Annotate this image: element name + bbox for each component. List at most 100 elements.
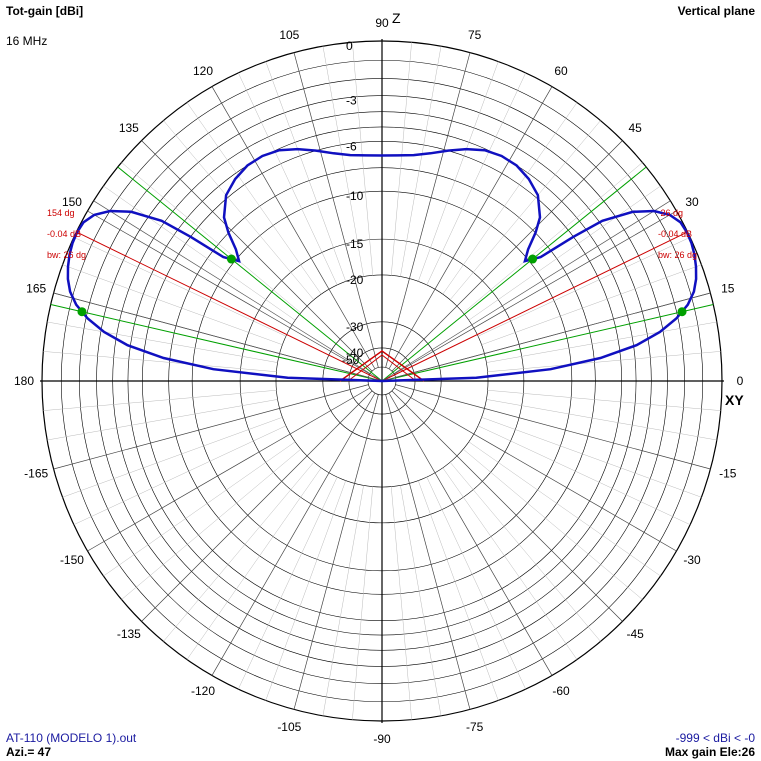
angle-tick-label: -165: [24, 467, 48, 481]
radial-line: [463, 162, 643, 314]
angle-tick-label: -30: [683, 553, 701, 567]
beamwidth-line: [117, 166, 383, 382]
max-gain-label: -0.04 dB: [658, 229, 692, 239]
gain-ring-label: -15: [346, 237, 364, 251]
angle-tick-label: -90: [373, 732, 391, 746]
radial-line: [468, 185, 661, 321]
radial-line: [352, 42, 374, 276]
radial-line: [426, 476, 526, 690]
radial-line: [121, 162, 301, 314]
radial-line: [442, 467, 578, 660]
radial-line: [385, 394, 471, 710]
angle-tick-label: -15: [719, 467, 737, 481]
max-gain-line: [76, 231, 383, 382]
frequency-label: 16 MHz: [6, 34, 48, 48]
azimuth-label: Azi.= 47: [6, 745, 52, 759]
angle-tick-label: 45: [628, 121, 642, 135]
radial-line: [265, 61, 346, 282]
gain-ring-label: -10: [346, 189, 364, 203]
radial-line: [463, 448, 643, 600]
radial-line: [400, 485, 442, 716]
angle-tick-label: -135: [117, 627, 141, 641]
z-axis-label: Z: [392, 10, 401, 26]
auxiliary-line: [381, 200, 671, 382]
radial-line: [293, 394, 379, 710]
max-gain-label: 26 dg: [660, 208, 683, 218]
radial-line: [487, 389, 721, 411]
beamwidth-point: [226, 254, 236, 264]
polar-grid: [40, 39, 724, 723]
radial-line: [388, 392, 553, 676]
radial-line: [481, 417, 702, 498]
radial-line: [477, 237, 691, 337]
angle-tick-label: -105: [277, 720, 301, 734]
angle-tick-label: 0: [737, 374, 744, 388]
file-name-label: AT-110 (MODELO 1).out: [6, 731, 137, 745]
angle-tick-label: -150: [60, 553, 84, 567]
radial-line: [141, 140, 373, 372]
beamwidth-line: [50, 304, 383, 382]
radial-line: [238, 72, 338, 286]
max-gain-label: bw: 26 dg: [47, 250, 86, 260]
radial-line: [87, 387, 371, 552]
angle-tick-label: 30: [685, 195, 699, 209]
radial-line: [449, 462, 601, 642]
radial-line: [486, 399, 717, 441]
gain-ring-label: 0: [346, 39, 353, 53]
angle-tick-label: 165: [26, 281, 46, 295]
radial-line: [395, 384, 711, 470]
max-gain-label: -0.04 dB: [47, 229, 81, 239]
radial-line: [43, 351, 277, 373]
xy-axis-label: XY: [725, 392, 744, 408]
radial-line: [163, 462, 315, 642]
radial-line: [238, 476, 338, 690]
beamwidth-line: [381, 166, 647, 382]
radial-line: [53, 384, 369, 470]
gain-range-label: -999 < dBi < -0: [675, 731, 755, 745]
reflection-marker: [347, 354, 417, 382]
auxiliary-lines: [50, 166, 714, 382]
auxiliary-line: [53, 292, 383, 382]
gain-ring-label: -20: [346, 273, 364, 287]
gain-ring-label: -6: [346, 139, 357, 153]
max-gain-elevation-label: Max gain Ele:26: [664, 745, 755, 759]
radial-line: [47, 321, 278, 363]
radial-line: [322, 46, 364, 277]
gain-ring-labels: 0 -3 -6 -10 -15 -20 -30 -40-50: [342, 39, 364, 367]
gain-ring-label: -3: [346, 94, 357, 108]
beamwidth-markers: [77, 254, 687, 317]
reflection-marker: [339, 350, 425, 382]
angle-tick-label: -120: [191, 684, 215, 698]
radial-line: [352, 486, 374, 720]
angle-tick-label: 180: [14, 374, 34, 388]
angle-tick-label: 75: [468, 28, 482, 42]
angle-tick-label: 135: [119, 121, 139, 135]
radial-line: [43, 389, 277, 411]
max-gain-label: 154 dg: [47, 208, 75, 218]
radiation-pattern-line: [66, 147, 698, 383]
radial-line: [103, 185, 296, 321]
radial-line: [141, 390, 373, 622]
beamwidth-point: [77, 307, 87, 317]
auxiliary-line: [93, 200, 383, 382]
radial-line: [186, 467, 322, 660]
angle-tick-label: -60: [552, 684, 570, 698]
radial-line: [391, 140, 623, 372]
plane-label: Vertical plane: [677, 4, 755, 18]
radial-line: [293, 52, 379, 368]
angle-tick-label: 15: [721, 281, 735, 295]
radial-line: [388, 86, 553, 370]
radial-line: [211, 86, 376, 370]
gain-ring-label: -30: [346, 320, 364, 334]
angle-tick-labels: 0153045607590105120135150165180-15-30-45…: [14, 16, 744, 746]
radial-line: [418, 61, 499, 282]
radial-line: [481, 264, 702, 345]
radial-line: [426, 72, 526, 286]
radial-line: [486, 321, 717, 363]
max-gain-label: bw: 26 dg: [658, 250, 697, 260]
auxiliary-line: [381, 292, 711, 382]
radial-line: [393, 210, 677, 375]
beamwidth-line: [381, 304, 714, 382]
radial-line: [385, 52, 471, 368]
